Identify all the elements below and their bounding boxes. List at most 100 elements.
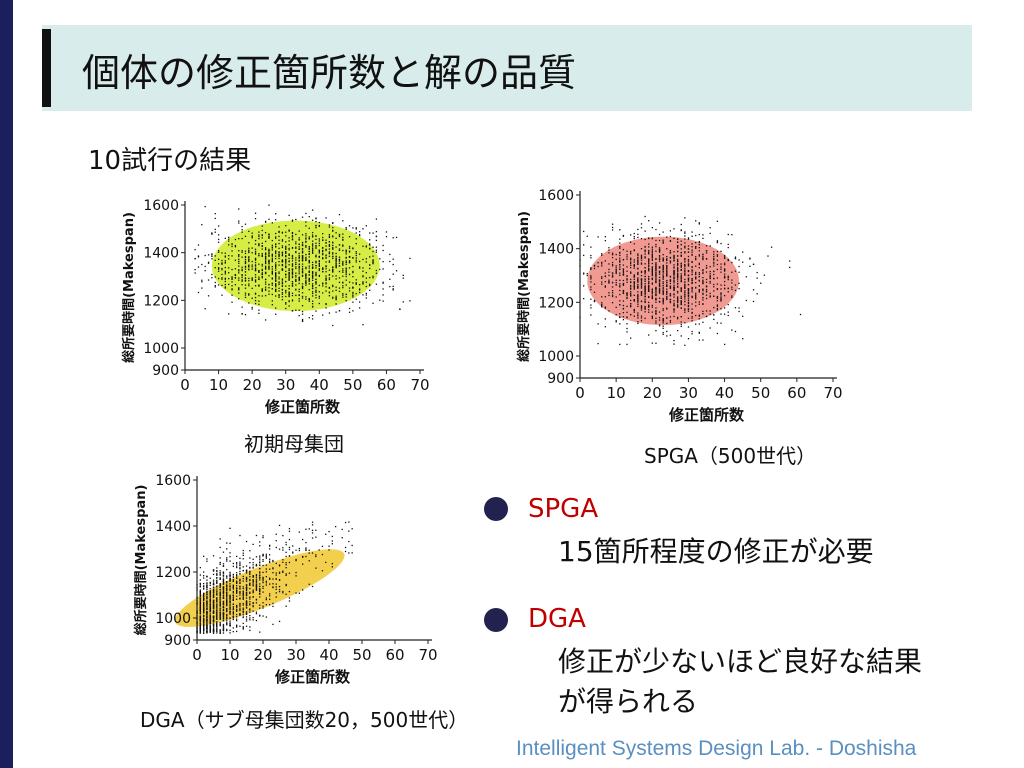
scatter-point — [325, 303, 327, 306]
scatter-point — [365, 297, 367, 299]
scatter-point — [291, 280, 294, 283]
scatter-point — [204, 254, 206, 257]
scatter-point — [633, 287, 635, 289]
scatter-point — [691, 253, 693, 256]
scatter-point — [673, 309, 675, 311]
scatter-point — [680, 295, 682, 297]
scatter-point — [231, 285, 233, 287]
scatter-point — [644, 238, 646, 241]
scatter-point — [216, 599, 218, 601]
scatter-point — [285, 266, 287, 269]
scatter-point — [338, 233, 341, 236]
scatter-point — [325, 303, 327, 305]
scatter-point — [272, 578, 274, 580]
scatter-point — [298, 267, 300, 269]
scatter-point — [232, 618, 234, 620]
scatter-point — [680, 307, 682, 309]
scatter-point — [236, 616, 238, 618]
scatter-point — [216, 622, 218, 625]
scatter-point — [375, 272, 378, 274]
scatter-point — [216, 588, 218, 590]
scatter-point — [226, 603, 228, 606]
scatter-point — [285, 303, 287, 305]
scatter-point — [278, 281, 280, 283]
scatter-point — [258, 253, 260, 255]
scatter-point — [259, 561, 261, 563]
scatter-point — [348, 281, 351, 283]
scatter-point — [622, 319, 625, 321]
scatter-point — [315, 554, 317, 556]
scatter-point — [278, 282, 280, 284]
scatter-point — [211, 233, 213, 235]
scatter-point — [375, 249, 378, 251]
scatter-point — [245, 603, 248, 605]
scatter-point — [608, 282, 610, 284]
scatter-point — [268, 259, 270, 261]
scatter-point — [222, 600, 225, 603]
scatter-point — [199, 622, 201, 625]
scatter-point — [662, 282, 664, 284]
scatter-point — [216, 621, 218, 623]
scatter-point — [216, 594, 218, 596]
scatter-point — [669, 287, 672, 290]
scatter-point — [687, 294, 690, 297]
scatter-point — [258, 295, 260, 297]
scatter-point — [590, 267, 592, 269]
scatter-point — [325, 242, 327, 244]
scatter-point — [727, 314, 729, 317]
scatter-point — [658, 260, 661, 262]
scatter-point — [278, 565, 281, 567]
scatter-point — [644, 256, 646, 258]
scatter-point — [713, 314, 715, 316]
scatter-point — [716, 220, 719, 222]
scatter-point — [242, 590, 244, 592]
scatter-point — [335, 266, 337, 269]
scatter-point — [332, 290, 334, 292]
scatter-point — [288, 274, 290, 276]
scatter-point — [219, 585, 221, 587]
scatter-point — [731, 295, 733, 297]
scatter-point — [288, 305, 290, 307]
scatter-point — [709, 282, 711, 284]
scatter-point — [244, 277, 247, 279]
scatter-point — [311, 585, 314, 588]
scatter-point — [226, 597, 228, 600]
scatter-point — [362, 323, 364, 326]
scatter-point — [727, 259, 729, 261]
scatter-point — [305, 267, 307, 270]
scatter-point — [261, 268, 263, 271]
scatter-point — [216, 572, 218, 575]
scatter-point — [278, 283, 280, 286]
scatter-point — [242, 607, 244, 609]
scatter-point — [369, 244, 371, 246]
scatter-point — [203, 632, 205, 634]
scatter-point — [630, 284, 632, 287]
scatter-point — [244, 252, 247, 255]
scatter-point — [684, 296, 686, 298]
scatter-point — [687, 292, 690, 295]
scatter-point — [673, 286, 675, 288]
scatter-point — [684, 301, 686, 303]
scatter-point — [355, 261, 357, 263]
scatter-point — [673, 255, 675, 257]
scatter-point — [219, 623, 221, 626]
scatter-point — [216, 585, 218, 587]
scatter-point — [658, 239, 661, 242]
scatter-point — [258, 263, 260, 265]
scatter-point — [201, 224, 203, 226]
scatter-point — [229, 597, 231, 600]
scatter-point — [219, 578, 221, 581]
scatter-point — [209, 581, 211, 584]
scatter-point — [288, 572, 291, 574]
scatter-point — [288, 261, 290, 263]
scatter-point — [229, 618, 231, 620]
scatter-point — [271, 277, 273, 279]
scatter-point — [222, 604, 225, 606]
scatter-point — [673, 294, 675, 296]
scatter-point — [691, 296, 693, 299]
scatter-point — [640, 275, 643, 277]
scatter-point — [216, 627, 218, 630]
scatter-point — [288, 294, 290, 296]
scatter-point — [342, 275, 344, 277]
scatter-point — [298, 246, 300, 248]
